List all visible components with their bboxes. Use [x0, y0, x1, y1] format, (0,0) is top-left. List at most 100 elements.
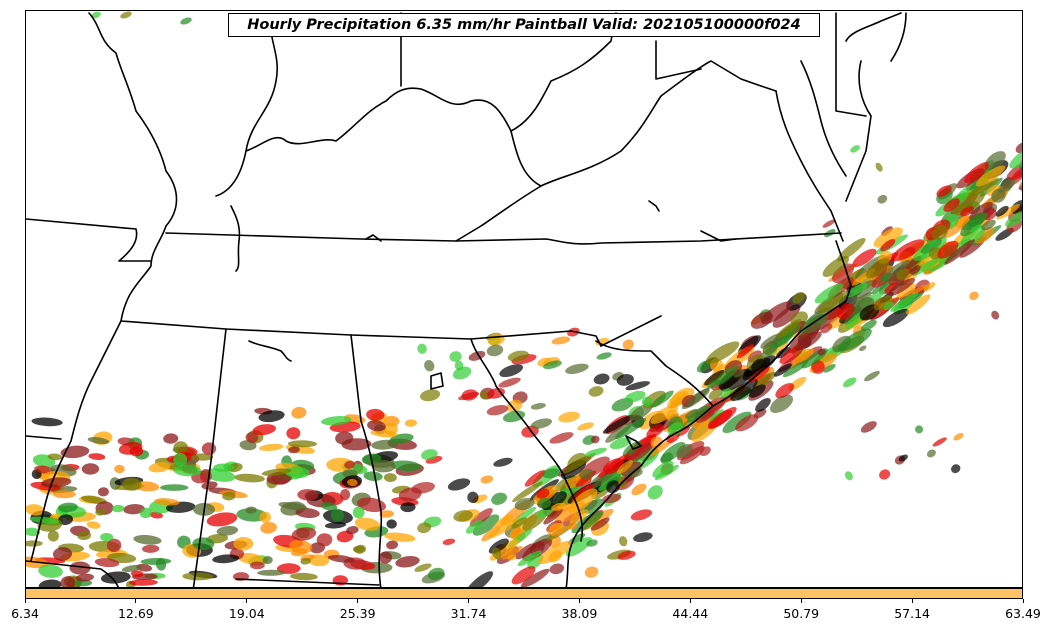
- precip-blob: [173, 464, 202, 477]
- precip-blob: [730, 378, 758, 402]
- colorbar-tick-label: 6.34: [11, 606, 39, 621]
- precip-blob: [631, 483, 647, 496]
- precip-blob: [616, 374, 634, 386]
- precip-blob: [996, 204, 1021, 220]
- precip-blob: [606, 480, 621, 494]
- precip-blob: [86, 521, 101, 529]
- colorbar-tick-label: 19.04: [228, 606, 265, 621]
- precip-blob: [622, 339, 634, 350]
- precip-blob: [817, 290, 849, 313]
- map-frame: [25, 10, 1023, 588]
- precip-blob: [991, 310, 1000, 320]
- precip-blob: [252, 424, 277, 436]
- precip-blob: [995, 205, 1009, 217]
- precip-blob: [400, 502, 416, 513]
- precip-blob: [629, 442, 654, 462]
- precip-blob: [114, 464, 125, 474]
- colorbar-tick-mark: [578, 599, 580, 603]
- precip-blob: [502, 410, 526, 423]
- precip-blob: [685, 387, 710, 408]
- precip-blob: [915, 425, 924, 434]
- precip-blob: [931, 224, 948, 240]
- precip-blob: [295, 508, 320, 518]
- precip-blob: [262, 556, 273, 565]
- precip-blob: [26, 540, 43, 547]
- precip-blob: [577, 422, 594, 431]
- precip-blob: [383, 473, 397, 483]
- precip-blob: [139, 507, 153, 519]
- colorbar-tick-mark: [24, 599, 26, 603]
- colorbar-tick-mark: [800, 599, 802, 603]
- precip-blob: [701, 400, 726, 421]
- precip-blob: [201, 481, 218, 490]
- precip-blob: [654, 464, 679, 481]
- colorbar-tick-label: 25.39: [339, 606, 376, 621]
- precip-blob: [297, 489, 319, 501]
- precip-blob: [352, 506, 365, 519]
- precip-blob: [511, 566, 536, 585]
- precip-blob: [367, 420, 386, 432]
- map-canvas: [26, 11, 1022, 587]
- precip-blob: [538, 540, 573, 565]
- precip-blob: [773, 363, 792, 377]
- colorbar-tick-mark: [689, 599, 691, 603]
- precip-blob: [652, 460, 674, 478]
- precip-blob: [81, 463, 100, 475]
- precip-blob: [494, 514, 514, 528]
- precip-blob: [316, 533, 333, 547]
- precip-blob: [981, 219, 996, 231]
- precip-blob: [881, 273, 890, 282]
- precip-blob: [120, 11, 132, 19]
- precip-blob: [749, 384, 766, 398]
- precip-blob: [704, 370, 725, 386]
- precip-blob: [843, 377, 857, 388]
- precip-blob: [452, 366, 472, 380]
- precip-blob: [586, 539, 598, 547]
- precip-blob: [121, 564, 142, 572]
- colorbar-tick-label: 50.79: [783, 606, 820, 621]
- precip-blob: [596, 352, 612, 360]
- precip-blob: [527, 554, 544, 570]
- precip-blob: [278, 502, 308, 511]
- precip-blob: [676, 443, 693, 458]
- precip-blob: [87, 437, 110, 445]
- precip-blob: [291, 548, 308, 557]
- precip-blob: [804, 313, 829, 334]
- precip-blob: [502, 545, 523, 560]
- precip-blob: [447, 478, 471, 491]
- map-title: Hourly Precipitation 6.35 mm/hr Paintbal…: [228, 13, 820, 37]
- precip-blob: [571, 511, 603, 534]
- precip-blob: [366, 408, 385, 421]
- precip-blob: [837, 303, 855, 320]
- precip-blob: [467, 491, 479, 504]
- precipitation-blobs: [26, 11, 1022, 587]
- colorbar-tick-label: 44.44: [672, 606, 709, 621]
- precip-blob: [616, 460, 634, 475]
- precip-blob: [708, 388, 723, 400]
- precip-blob: [340, 488, 351, 501]
- precip-blob: [593, 373, 610, 385]
- precip-blob: [551, 336, 571, 345]
- precip-blob: [259, 511, 271, 523]
- precip-blob: [679, 446, 705, 465]
- colorbar-tick-label: 12.69: [117, 606, 154, 621]
- precip-blob: [820, 323, 833, 334]
- precip-blob: [851, 279, 877, 301]
- precip-blob: [524, 470, 546, 487]
- precip-blob: [647, 485, 663, 500]
- precip-blob: [943, 215, 970, 239]
- precip-blob: [1005, 210, 1022, 227]
- precip-blob: [547, 524, 567, 536]
- precip-blob: [860, 319, 877, 332]
- colorbar: [25, 588, 1023, 599]
- precip-blob: [775, 383, 795, 399]
- precip-blob: [887, 278, 916, 297]
- precip-blob: [76, 573, 94, 582]
- precip-blob: [286, 427, 301, 440]
- precip-blob: [670, 387, 695, 406]
- precip-blob: [817, 348, 826, 356]
- precip-blob: [890, 292, 919, 312]
- precip-blob: [566, 522, 578, 530]
- precip-blob: [511, 517, 528, 529]
- precip-blob: [991, 188, 1006, 203]
